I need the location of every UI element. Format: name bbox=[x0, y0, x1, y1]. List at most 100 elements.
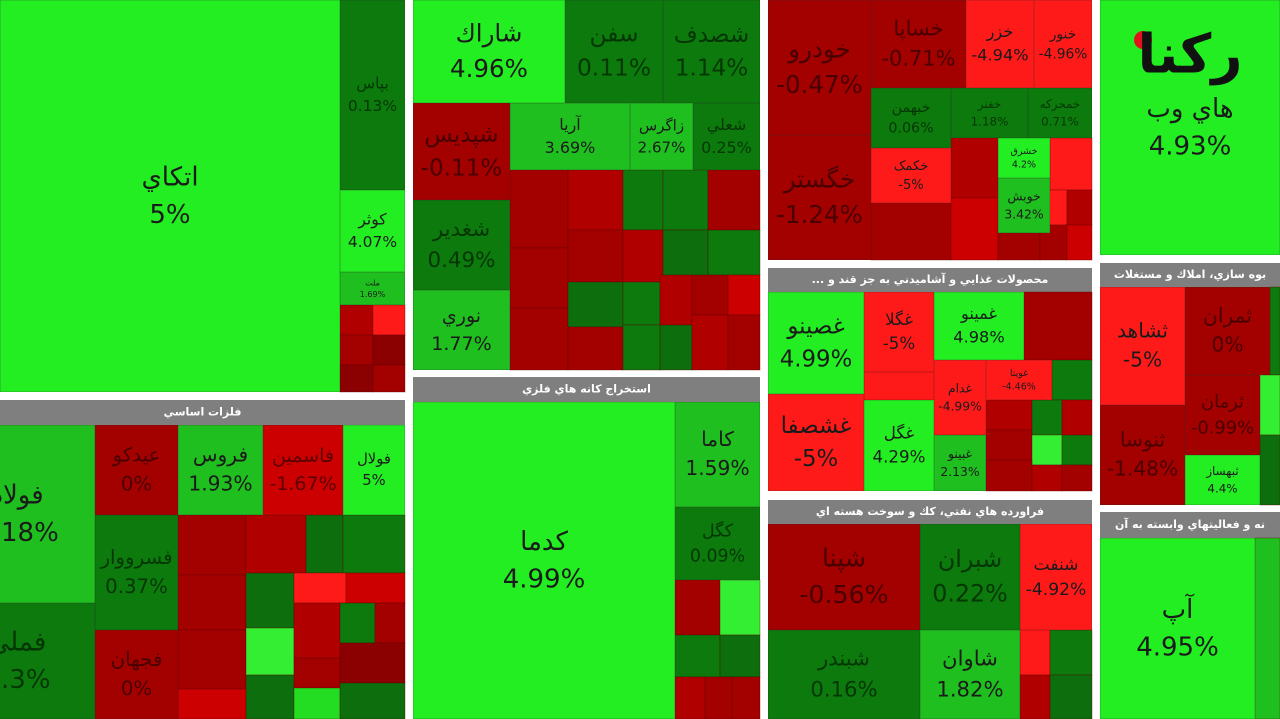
small-tile bbox=[1049, 137, 1093, 191]
tile-change: -4.94% bbox=[971, 46, 1028, 65]
tile-change: 0.09% bbox=[690, 547, 745, 567]
small-tile bbox=[245, 572, 295, 629]
small-tile bbox=[1061, 399, 1093, 436]
tile-label: شغدير bbox=[432, 217, 490, 242]
tile-label: شپنا bbox=[822, 543, 866, 572]
tile-label: خمحرکه bbox=[1040, 97, 1081, 112]
tile-bg bbox=[340, 272, 405, 305]
tile-label: آپ bbox=[1162, 593, 1195, 625]
small-tile bbox=[1254, 537, 1280, 719]
tile-change: 1.14% bbox=[675, 55, 748, 81]
small-tile bbox=[674, 634, 721, 678]
tile-label: غشصفا bbox=[781, 413, 852, 439]
tile-label: فولال bbox=[357, 451, 391, 468]
small-tile bbox=[1019, 674, 1051, 719]
small-tile bbox=[305, 514, 344, 574]
tile-bg bbox=[768, 630, 920, 719]
section-header bbox=[1100, 263, 1280, 287]
tile-bg bbox=[934, 292, 1024, 360]
section-header bbox=[768, 500, 1092, 524]
tile: هاي وب 4.93% bbox=[1100, 0, 1280, 255]
tile-bg bbox=[1100, 405, 1185, 505]
tile-change: 1.18% bbox=[971, 114, 1009, 128]
small-tile bbox=[1066, 189, 1093, 226]
section-header bbox=[1100, 512, 1280, 538]
small-tile bbox=[1031, 464, 1063, 492]
small-tile bbox=[691, 274, 729, 316]
section-title: استخراج کانه هاي فلزي bbox=[522, 383, 651, 397]
section-header bbox=[0, 400, 405, 425]
tile-change: 0.3% bbox=[0, 665, 51, 695]
small-tile bbox=[727, 314, 761, 371]
tile-bg bbox=[934, 360, 986, 435]
tile: فولاد 3.18% bbox=[0, 425, 95, 603]
small-tile bbox=[293, 572, 347, 604]
tile: خوبش 3.42% bbox=[998, 178, 1050, 233]
tile: شصدف 1.14% bbox=[663, 0, 760, 103]
small-tile bbox=[372, 304, 406, 336]
tile-change: 5% bbox=[362, 472, 385, 489]
tile-label: کوثر bbox=[357, 211, 387, 229]
small-tile bbox=[622, 324, 661, 371]
small-tile bbox=[567, 229, 624, 283]
tile-change: 0.06% bbox=[888, 121, 933, 137]
tile-label: شاوان bbox=[942, 646, 998, 671]
tile-bg bbox=[693, 103, 760, 170]
tile-change: -1.67% bbox=[269, 473, 336, 495]
small-tile bbox=[374, 602, 406, 644]
small-tile bbox=[1259, 374, 1280, 436]
tile-label: خودرو bbox=[786, 34, 850, 63]
tile-change: 0.13% bbox=[348, 97, 397, 115]
tile: عیدکو 0% bbox=[95, 425, 178, 515]
tile-bg bbox=[413, 402, 675, 719]
small-tile bbox=[339, 334, 374, 366]
tile-label: شعلي bbox=[707, 115, 747, 135]
tile-change: 4.2% bbox=[1012, 160, 1036, 171]
tile-label: فملي bbox=[0, 627, 46, 657]
small-tile bbox=[509, 169, 569, 249]
small-tile bbox=[293, 602, 341, 659]
tile: شاراك 4.96% bbox=[413, 0, 565, 103]
tile-label: ثرمان bbox=[1201, 392, 1244, 413]
tile-label: ثبهساز bbox=[1205, 464, 1238, 479]
section-title: فراورده هاي نفتي، کك و سوخت هسته اي bbox=[816, 505, 1044, 518]
tile-label: کاما bbox=[701, 427, 734, 451]
small-tile bbox=[339, 682, 406, 719]
tile-bg bbox=[920, 524, 1020, 630]
tile-change: 1.82% bbox=[936, 676, 1003, 701]
tile: خودرو -0.47% bbox=[768, 0, 871, 135]
tile: کاما 1.59% bbox=[675, 402, 760, 507]
section-header bbox=[768, 268, 1092, 292]
tile-bg bbox=[864, 400, 934, 491]
tile-label: خوبش bbox=[1007, 189, 1040, 204]
tile-label: فجهان bbox=[111, 648, 163, 671]
tile-change: 1.59% bbox=[685, 456, 749, 480]
small-tile bbox=[985, 399, 1033, 431]
tile-bg bbox=[663, 0, 760, 103]
tile: خشرق 4.2% bbox=[998, 138, 1050, 178]
tile-change: 2.67% bbox=[638, 138, 686, 156]
tile: فجهان 0% bbox=[95, 630, 178, 719]
tile-bg bbox=[1185, 287, 1270, 375]
tile-bg bbox=[675, 402, 760, 507]
tile-bg bbox=[340, 190, 405, 272]
tile: ملت 1.69% bbox=[340, 272, 405, 305]
tile: خفنر 1.18% bbox=[951, 88, 1028, 138]
section-title: فلزات اساسي bbox=[164, 406, 242, 419]
logo: ركنا bbox=[1134, 23, 1242, 86]
tile-bg bbox=[934, 435, 986, 491]
tile-label: نوري bbox=[442, 305, 481, 327]
small-tile bbox=[177, 629, 247, 690]
tile: غشصفا -5% bbox=[768, 394, 864, 491]
tile: خمحرکه 0.71% bbox=[1028, 88, 1092, 138]
tile-label: آريا bbox=[559, 115, 582, 135]
small-tile bbox=[567, 169, 624, 231]
tile: ثشاهد -5% bbox=[1100, 287, 1185, 405]
tile-change: 0.11% bbox=[577, 54, 651, 82]
tile-bg bbox=[95, 515, 178, 630]
small-tile bbox=[704, 676, 733, 719]
tile-bg bbox=[1100, 0, 1280, 255]
tile: خنور -4.96% bbox=[1034, 0, 1092, 88]
tile: خگستر -1.24% bbox=[768, 135, 871, 260]
tile-change: -4.46% bbox=[1002, 382, 1036, 393]
